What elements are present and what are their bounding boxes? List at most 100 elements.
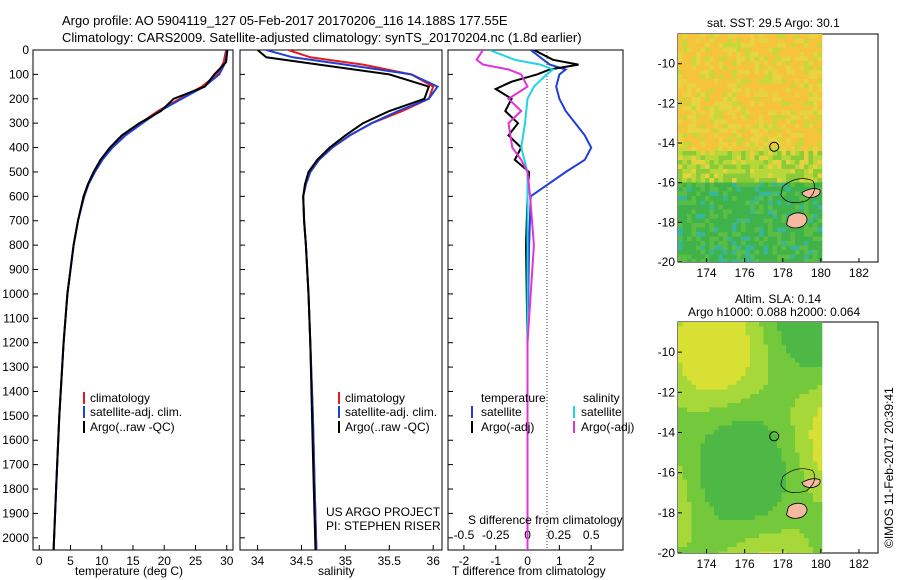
map-cell: [723, 56, 728, 62]
map-cell: [790, 232, 796, 237]
map-cell: [691, 209, 697, 215]
map-cell: [732, 322, 737, 327]
map-cell: [741, 430, 746, 435]
map-cell: [750, 367, 755, 372]
map-cell: [790, 353, 796, 359]
map-cell: [790, 196, 796, 201]
map-cell: [709, 97, 715, 102]
map-cell: [745, 416, 751, 422]
map-cell: [768, 443, 773, 449]
map-cell: [727, 533, 733, 539]
map-cell: [808, 529, 814, 534]
map-cell: [754, 259, 760, 262]
map-cell: [772, 151, 778, 156]
map-cell: [763, 241, 769, 246]
map-cell: [745, 353, 751, 359]
map-cell: [687, 349, 692, 354]
map-cell: [804, 529, 809, 534]
map-cell: [777, 376, 782, 381]
map-cell: [714, 65, 719, 71]
map-cell: [714, 70, 719, 75]
map-cell: [781, 200, 787, 206]
map-cell: [808, 124, 814, 129]
map-cell: [808, 115, 814, 120]
map-cell: [772, 196, 778, 201]
map-cell: [768, 461, 773, 467]
map-cell: [709, 241, 715, 246]
map-cell: [777, 79, 782, 84]
map-cell: [723, 34, 728, 39]
map-cell: [718, 340, 724, 345]
map-cell: [678, 326, 683, 332]
map-cell: [759, 74, 764, 80]
map-cell: [817, 160, 823, 165]
map-cell: [736, 358, 742, 363]
map-cell: [727, 398, 733, 404]
map-cell: [804, 106, 809, 111]
map-cell: [777, 38, 782, 44]
map-cell: [808, 205, 814, 210]
map-cell: [741, 241, 746, 246]
map-cell: [705, 146, 710, 152]
map-cell: [813, 250, 818, 255]
map-cell: [687, 448, 692, 453]
map-cell: [759, 173, 764, 179]
map-cell: [741, 394, 746, 399]
map-cell: [804, 250, 809, 255]
map-cell: [772, 209, 778, 215]
map-cell: [723, 434, 728, 440]
map-cell: [705, 56, 710, 62]
map-cell: [678, 421, 683, 426]
map-cell: [763, 155, 769, 161]
map-cell: [790, 56, 796, 62]
map-cell: [723, 358, 728, 363]
map-cell: [696, 115, 701, 120]
map-cell: [736, 515, 742, 521]
map-cell: [714, 538, 719, 543]
map-cell: [718, 466, 724, 471]
map-cell: [709, 65, 715, 71]
map-cell: [768, 182, 773, 188]
map-cell: [709, 196, 715, 201]
map-cell: [687, 452, 692, 458]
map-cell: [696, 65, 701, 71]
map-cell: [777, 457, 782, 462]
map-cell: [817, 169, 823, 174]
map-cell: [732, 376, 737, 381]
map-cell: [732, 349, 737, 354]
y-tick-label: -16: [658, 466, 676, 480]
map-cell: [777, 227, 782, 233]
map-cell: [786, 101, 791, 107]
map-cell: [799, 97, 805, 102]
map-cell: [813, 79, 818, 84]
map-cell: [750, 146, 755, 152]
map-cell: [790, 551, 796, 553]
map-cell: [772, 335, 778, 341]
map-cell: [678, 497, 683, 503]
map-cell: [709, 245, 715, 251]
map-cell: [678, 142, 683, 147]
map-cell: [678, 101, 683, 107]
map-cell: [781, 196, 787, 201]
map-cell: [763, 439, 769, 444]
map-cell: [682, 164, 688, 170]
map-cell: [714, 79, 719, 84]
map-cell: [687, 488, 692, 494]
map-cell: [786, 97, 791, 102]
map-cell: [696, 155, 701, 161]
sst-map: [678, 34, 823, 262]
map-cell: [705, 394, 710, 399]
map-cell: [718, 506, 724, 512]
map-cell: [772, 254, 778, 260]
map-cell: [750, 232, 755, 237]
map-cell: [804, 128, 809, 134]
map-cell: [813, 106, 818, 111]
map-cell: [678, 502, 683, 507]
map-cell: [705, 182, 710, 188]
map-cell: [745, 443, 751, 449]
map-cell: [678, 376, 683, 381]
map-cell: [799, 475, 805, 480]
map-cell: [736, 137, 742, 143]
map-cell: [732, 52, 737, 57]
map-cell: [768, 119, 773, 125]
